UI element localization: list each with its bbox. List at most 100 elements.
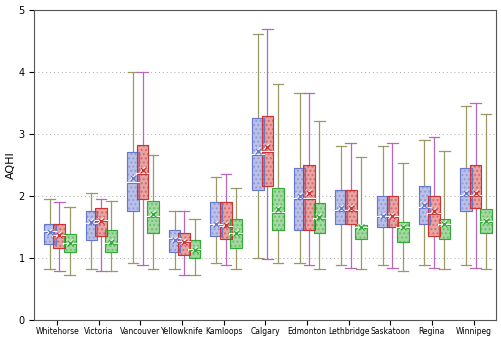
Bar (438, 219, 449, 239)
Bar (303, 165, 314, 230)
Bar (85, 211, 97, 240)
Bar (313, 203, 325, 233)
Bar (147, 201, 158, 233)
Bar (335, 189, 346, 224)
Bar (293, 168, 305, 230)
Bar (344, 189, 356, 224)
Bar (427, 196, 439, 236)
Bar (210, 202, 221, 236)
Bar (168, 230, 180, 252)
Bar (293, 168, 305, 230)
Bar (252, 118, 263, 189)
Bar (147, 201, 158, 233)
Bar (105, 230, 117, 252)
Bar (127, 152, 139, 211)
Bar (210, 202, 221, 236)
Bar (479, 209, 491, 233)
Bar (188, 240, 200, 258)
Bar (64, 234, 75, 252)
Bar (64, 234, 75, 252)
Bar (376, 196, 388, 227)
Bar (355, 225, 366, 239)
Bar (469, 165, 480, 208)
Bar (355, 225, 366, 239)
Bar (303, 165, 314, 230)
Bar (469, 165, 480, 208)
Bar (95, 208, 107, 236)
Bar (386, 196, 397, 227)
Bar (44, 224, 56, 244)
Bar (427, 196, 439, 236)
Bar (188, 240, 200, 258)
Bar (44, 224, 56, 244)
Bar (272, 188, 283, 230)
Bar (178, 233, 190, 255)
Bar (335, 189, 346, 224)
Bar (313, 203, 325, 233)
Bar (376, 196, 388, 227)
Bar (344, 189, 356, 224)
Bar (438, 219, 449, 239)
Bar (105, 230, 117, 252)
Bar (261, 116, 273, 186)
Bar (219, 202, 231, 239)
Bar (355, 225, 366, 239)
Bar (252, 118, 263, 189)
Bar (178, 233, 190, 255)
Y-axis label: AQHI: AQHI (6, 151, 16, 179)
Bar (459, 168, 471, 211)
Bar (136, 145, 148, 199)
Bar (438, 219, 449, 239)
Bar (272, 188, 283, 230)
Bar (261, 116, 273, 186)
Bar (168, 230, 180, 252)
Bar (53, 224, 65, 248)
Bar (230, 219, 241, 248)
Bar (178, 233, 190, 255)
Bar (418, 186, 429, 224)
Bar (127, 152, 139, 211)
Bar (219, 202, 231, 239)
Bar (344, 189, 356, 224)
Bar (85, 211, 97, 240)
Bar (418, 186, 429, 224)
Bar (127, 152, 139, 211)
Bar (459, 168, 471, 211)
Bar (147, 201, 158, 233)
Bar (219, 202, 231, 239)
Bar (303, 165, 314, 230)
Bar (210, 202, 221, 236)
Bar (459, 168, 471, 211)
Bar (479, 209, 491, 233)
Bar (105, 230, 117, 252)
Bar (136, 145, 148, 199)
Bar (261, 116, 273, 186)
Bar (272, 188, 283, 230)
Bar (230, 219, 241, 248)
Bar (136, 145, 148, 199)
Bar (386, 196, 397, 227)
Bar (44, 224, 56, 244)
Bar (313, 203, 325, 233)
Bar (479, 209, 491, 233)
Bar (396, 222, 408, 242)
Bar (376, 196, 388, 227)
Bar (95, 208, 107, 236)
Bar (469, 165, 480, 208)
Bar (427, 196, 439, 236)
Bar (293, 168, 305, 230)
Bar (53, 224, 65, 248)
Bar (396, 222, 408, 242)
Bar (95, 208, 107, 236)
Bar (230, 219, 241, 248)
Bar (396, 222, 408, 242)
Bar (53, 224, 65, 248)
Bar (168, 230, 180, 252)
Bar (85, 211, 97, 240)
Bar (335, 189, 346, 224)
Bar (386, 196, 397, 227)
Bar (64, 234, 75, 252)
Bar (418, 186, 429, 224)
Bar (252, 118, 263, 189)
Bar (188, 240, 200, 258)
